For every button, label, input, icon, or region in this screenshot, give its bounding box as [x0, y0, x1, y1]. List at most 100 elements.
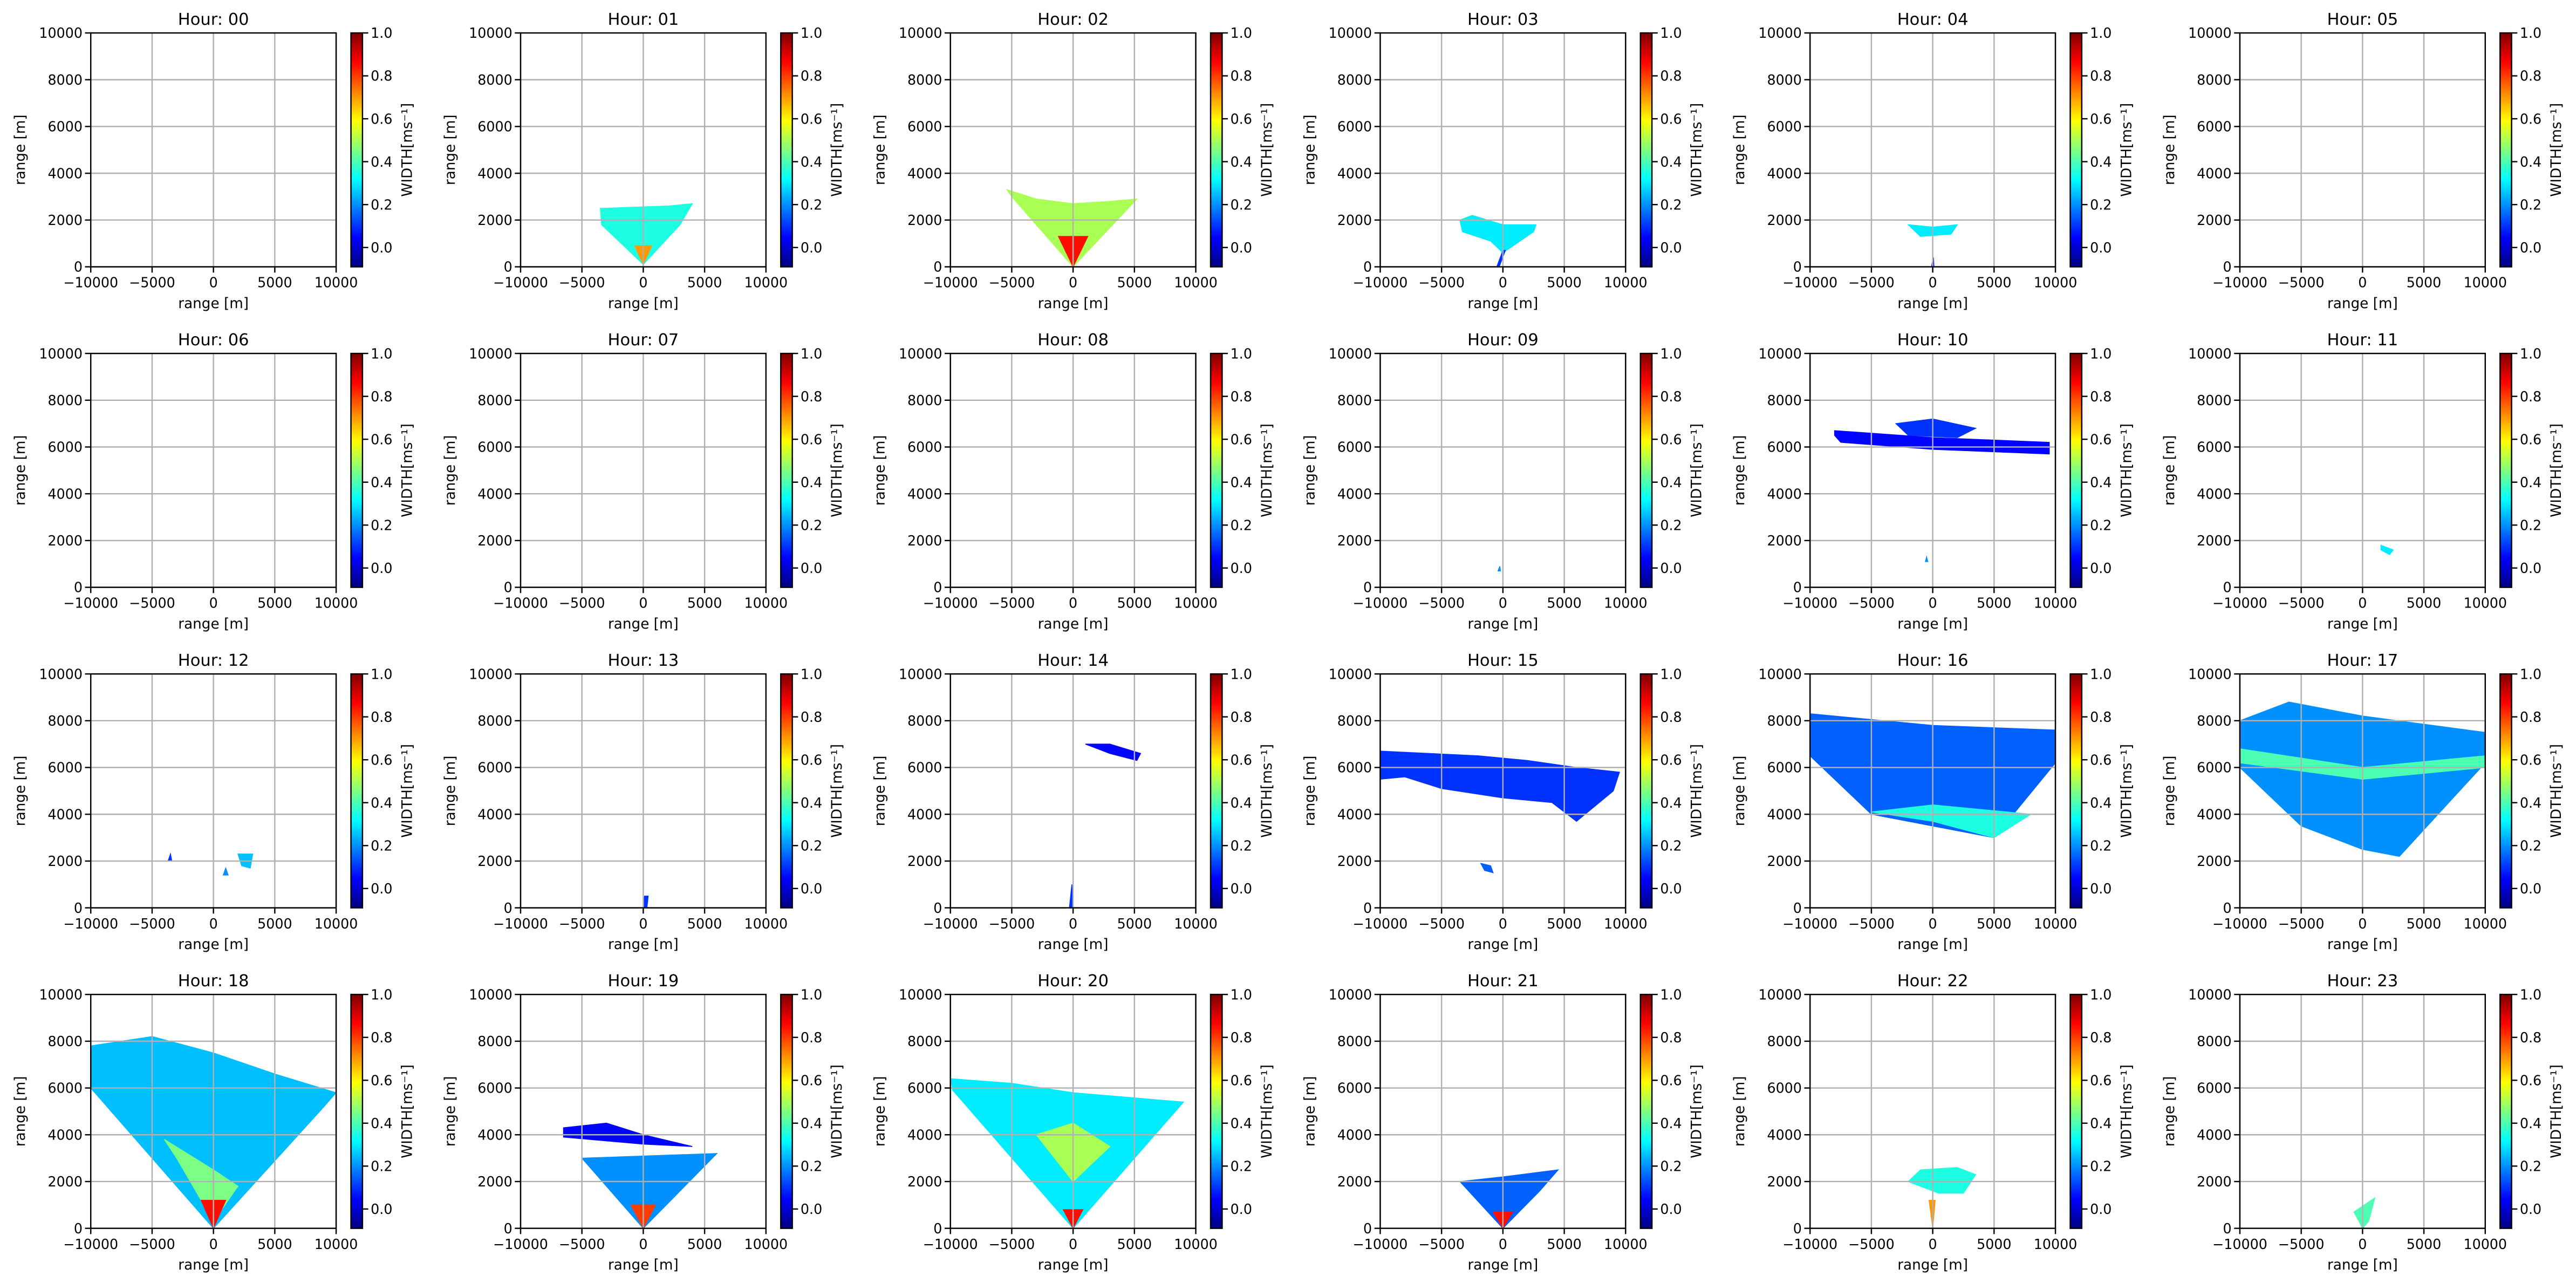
x-tick-label: 10000	[1604, 275, 1648, 291]
x-tick-label: 5000	[2407, 275, 2441, 291]
y-tick-label: 6000	[477, 439, 512, 455]
x-tick-label: 5000	[2407, 595, 2441, 611]
axes-frame	[1379, 352, 1627, 588]
colorbar	[1210, 352, 1223, 588]
axes-frame	[90, 673, 337, 909]
x-axis-label: range [m]	[608, 1257, 679, 1273]
y-tick-label: 4000	[907, 1127, 942, 1143]
x-tick-label: −5000	[1418, 275, 1465, 291]
x-tick-label: −10000	[1782, 275, 1837, 291]
y-tick-label: 0	[74, 900, 83, 916]
colorbar-label: WIDTH[ms⁻¹]	[829, 424, 845, 517]
colorbar-tick-label: 0.8	[801, 388, 822, 405]
y-tick-label: 2000	[48, 1173, 83, 1190]
axes-title: Hour: 21	[1467, 972, 1539, 991]
x-tick-label: 10000	[2034, 275, 2078, 291]
x-tick-label: −5000	[989, 916, 1035, 932]
colorbar-tick-label: 0.4	[1660, 1115, 1682, 1131]
colorbar-tick-label: 0.6	[371, 752, 392, 768]
echo-region	[643, 896, 649, 908]
x-axis-label: range [m]	[1897, 1257, 1968, 1273]
axes-title: Hour: 17	[2327, 651, 2398, 670]
field	[1380, 750, 1620, 873]
x-tick-label: −10000	[1353, 916, 1408, 932]
x-axis-label: range [m]	[178, 616, 249, 632]
colorbar	[2069, 993, 2083, 1229]
y-tick-label: 2000	[477, 1173, 512, 1190]
y-tick-label: 0	[1363, 579, 1372, 596]
x-tick-label: −5000	[559, 916, 605, 932]
colorbar	[780, 32, 793, 268]
x-tick-label: 0	[1929, 916, 1937, 932]
y-tick-label: 8000	[907, 392, 942, 408]
colorbar-tick-label: 0.0	[801, 560, 822, 576]
y-tick-label: 4000	[1767, 165, 1801, 181]
axes-frame	[949, 32, 1197, 268]
colorbar-tick-label: 0.6	[2090, 1072, 2112, 1088]
colorbar-tick-label: 0.0	[1231, 881, 1252, 897]
colorbar-tick-label: 0.4	[2090, 154, 2112, 170]
y-axis-label: range [m]	[1302, 1076, 1318, 1147]
echo-region	[1924, 555, 1929, 562]
y-tick-label: 4000	[48, 806, 83, 822]
x-tick-label: 10000	[1604, 916, 1648, 932]
colorbar-tick-label: 1.0	[2090, 666, 2112, 682]
x-tick-label: −10000	[923, 595, 978, 611]
y-tick-label: 4000	[2197, 806, 2231, 822]
axes-frame	[949, 673, 1197, 909]
x-axis-label: range [m]	[178, 296, 249, 312]
colorbar-tick-label: 0.0	[2090, 1201, 2112, 1217]
x-axis-label: range [m]	[1038, 937, 1109, 953]
x-tick-label: 5000	[687, 916, 722, 932]
y-tick-label: 4000	[1337, 806, 1372, 822]
colorbar-label: WIDTH[ms⁻¹]	[829, 103, 845, 197]
y-tick-label: 8000	[907, 72, 942, 88]
colorbar-tick-label: 0.0	[371, 240, 392, 256]
colorbar	[1639, 352, 1653, 588]
y-tick-label: 4000	[48, 165, 83, 181]
colorbar	[350, 673, 364, 909]
y-tick-label: 6000	[1337, 439, 1372, 455]
y-tick-label: 4000	[477, 806, 512, 822]
x-tick-label: −10000	[1782, 1236, 1837, 1252]
y-tick-label: 4000	[907, 486, 942, 502]
axes-frame	[2239, 673, 2486, 909]
y-tick-label: 4000	[907, 806, 942, 822]
x-tick-label: −10000	[63, 1236, 118, 1252]
colorbar	[780, 993, 793, 1229]
y-tick-label: 6000	[48, 119, 83, 135]
axes-title: Hour: 16	[1897, 651, 1969, 670]
y-tick-label: 10000	[2188, 666, 2232, 682]
x-tick-label: 10000	[2463, 1236, 2507, 1252]
x-tick-label: 5000	[687, 275, 722, 291]
colorbar-tick-label: 0.8	[1231, 709, 1252, 725]
colorbar-tick-label: 0.4	[801, 474, 822, 490]
colorbar-tick-label: 0.4	[2520, 1115, 2541, 1131]
y-tick-label: 0	[1793, 900, 1802, 916]
axes-frame	[1379, 993, 1627, 1229]
colorbar	[1210, 673, 1223, 909]
colorbar-tick-label: 0.6	[371, 1072, 392, 1088]
y-tick-label: 0	[504, 1220, 513, 1237]
x-tick-label: 10000	[315, 275, 358, 291]
colorbar-tick-label: 0.6	[2090, 111, 2112, 127]
x-tick-label: 0	[639, 1236, 647, 1252]
colorbar-tick-label: 0.8	[2090, 1029, 2112, 1046]
colorbar	[1639, 993, 1653, 1229]
colorbar-tick-label: 1.0	[2090, 345, 2112, 361]
x-tick-label: −10000	[493, 275, 548, 291]
colorbar-label: WIDTH[ms⁻¹]	[1689, 103, 1705, 197]
x-tick-label: 0	[639, 275, 647, 291]
colorbar-tick-label: 0.6	[1660, 431, 1682, 447]
x-tick-label: −5000	[989, 595, 1035, 611]
echo-region	[1006, 189, 1138, 267]
axes-frame	[2239, 993, 2486, 1229]
axes-title: Hour: 18	[178, 972, 249, 991]
x-tick-label: −10000	[63, 916, 118, 932]
axes-frame	[2239, 32, 2486, 268]
x-axis-label: range [m]	[1897, 296, 1968, 312]
y-tick-label: 4000	[477, 486, 512, 502]
x-tick-label: −5000	[989, 275, 1035, 291]
colorbar	[1639, 673, 1653, 909]
colorbar-tick-label: 0.4	[1231, 474, 1252, 490]
